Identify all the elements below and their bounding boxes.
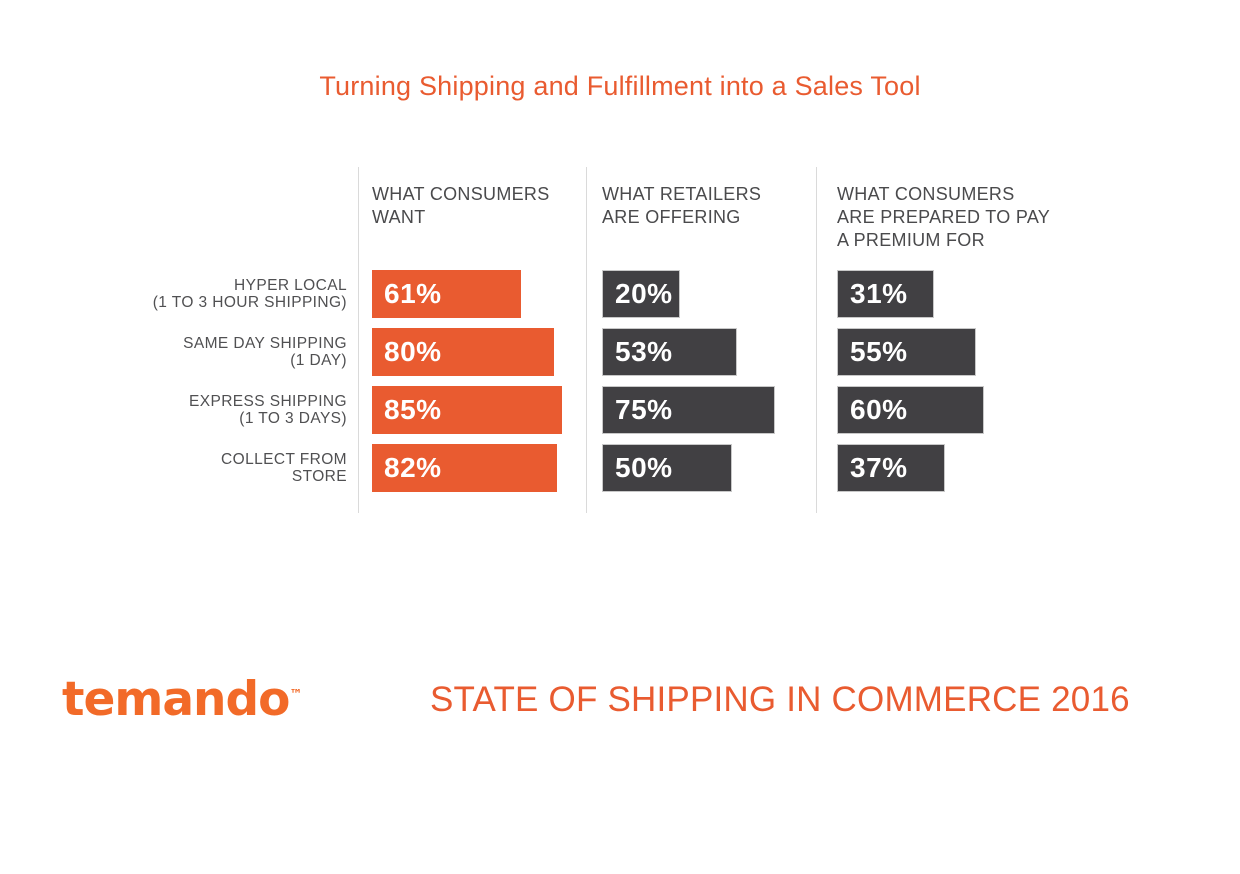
column-header-line: WHAT RETAILERS [602,184,762,204]
column-header-2: WHAT RETAILERS ARE OFFERING [602,183,761,229]
bar-value-label: 82% [384,452,442,483]
column-header-line: WHAT CONSUMERS [837,184,1015,204]
bar-value-label: 53% [615,336,673,367]
column-header-line: ARE PREPARED TO PAY [837,207,1051,227]
bar-series3-row2: 55% [837,328,976,376]
row-label-2: SAME DAY SHIPPING (1 DAY) [40,328,347,376]
bar-value-label: 55% [850,336,908,367]
column-header-line: ARE OFFERING [602,207,741,227]
row-label-3: EXPRESS SHIPPING (1 TO 3 DAYS) [40,386,347,434]
column-header-3: WHAT CONSUMERS ARE PREPARED TO PAY A PREMI… [837,183,1050,252]
bar-series2-row4: 50% [602,444,732,492]
row-label-line: (1 TO 3 HOUR SHIPPING) [152,294,347,311]
row-label-line: STORE [291,468,347,485]
row-label-1: HYPER LOCAL (1 TO 3 HOUR SHIPPING) [40,270,347,318]
bar-value-label: 50% [615,452,673,483]
row-label-line: COLLECT FROM [221,450,347,468]
bar-value-label: 61% [384,278,442,309]
row-label-line: SAME DAY SHIPPING [183,334,347,352]
page-title: Turning Shipping and Fulfillment into a … [319,71,921,101]
bar-series1-row3: 85% [372,386,562,434]
column-divider-2 [586,167,587,513]
column-header-1: WHAT CONSUMERS WANT [372,183,550,229]
column-header-line: A PREMIUM FOR [837,230,985,250]
row-label-line: EXPRESS SHIPPING [188,392,347,410]
bar-value-label: 60% [850,394,908,425]
bar-series1-row2: 80% [372,328,554,376]
column-divider-1 [358,167,359,513]
row-label-line: (1 DAY) [290,352,347,369]
bar-series2-row2: 53% [602,328,737,376]
row-label-line: (1 TO 3 DAYS) [239,410,347,427]
bar-series2-row1: 20% [602,270,680,318]
bar-value-label: 75% [615,394,673,425]
bar-series3-row3: 60% [837,386,984,434]
row-label-line: HYPER LOCAL [234,276,347,294]
bar-value-label: 85% [384,394,442,425]
bar-value-label: 31% [850,278,908,309]
bar-series2-row3: 75% [602,386,775,434]
bar-series1-row1: 61% [372,270,521,318]
bar-series3-row1: 31% [837,270,934,318]
bar-series1-row4: 82% [372,444,557,492]
column-header-line: WHAT CONSUMERS [372,184,550,204]
bar-value-label: 80% [384,336,442,367]
bar-value-label: 37% [850,452,908,483]
column-header-line: WANT [372,207,426,227]
row-label-4: COLLECT FROM STORE [40,444,347,492]
column-divider-3 [816,167,817,513]
bar-value-label: 20% [615,278,673,309]
bar-series3-row4: 37% [837,444,945,492]
